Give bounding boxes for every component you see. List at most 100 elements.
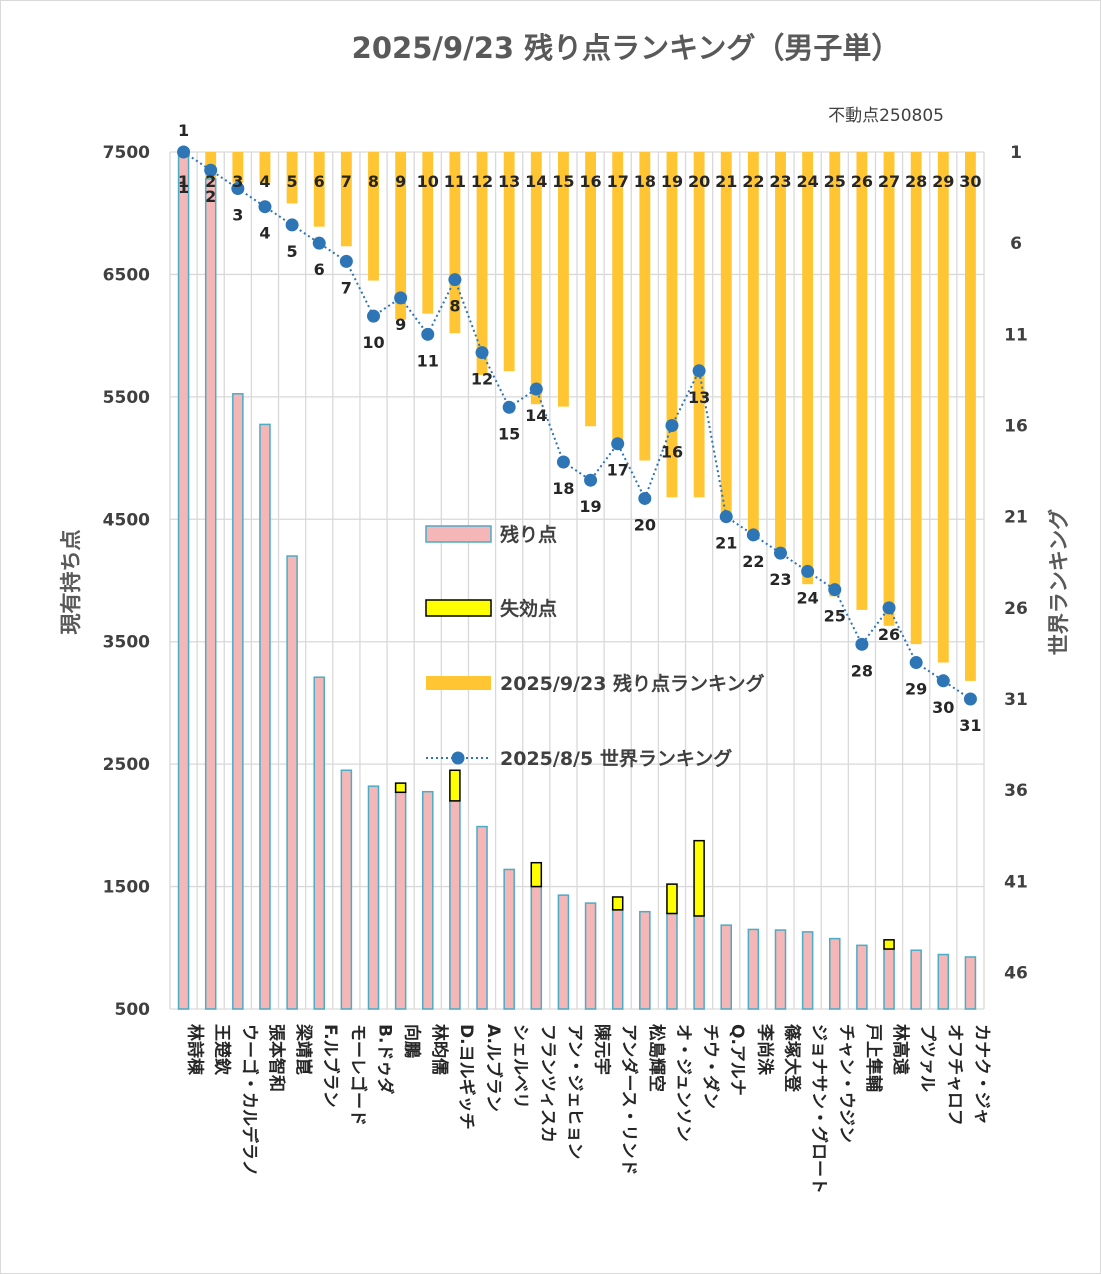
remaining-bar [910, 949, 922, 1010]
world-ranking-marker [638, 491, 652, 505]
world-ranking-marker [529, 382, 543, 396]
world-ranking-label: 26 [878, 625, 900, 644]
ranking-bar-label: 1 [178, 172, 189, 191]
world-ranking-label: 18 [552, 479, 574, 498]
ranking-bar [747, 152, 759, 538]
ranking-bar [666, 152, 678, 498]
world-ranking-marker [177, 145, 191, 159]
y2-tick-label: 31 [1004, 690, 1028, 710]
remaining-bar [557, 894, 570, 1010]
remaining-bar [340, 769, 353, 1010]
category-label: チャン・ウジン [836, 1024, 856, 1143]
y-tick-label: 6500 [103, 265, 150, 285]
world-ranking-marker [855, 637, 869, 651]
ranking-bar-label: 25 [824, 172, 846, 191]
y2-tick-label: 36 [1004, 781, 1028, 801]
y2-tick-label: 26 [1004, 599, 1028, 619]
ranking-bar [422, 152, 434, 314]
world-ranking-label: 7 [341, 278, 352, 297]
world-ranking-marker [746, 528, 760, 542]
world-ranking-marker [285, 218, 299, 232]
category-label: モーレゴード [347, 1024, 368, 1126]
y-tick-label: 4500 [103, 510, 150, 530]
remaining-bar [449, 800, 461, 1010]
remaining-bar [503, 868, 515, 1010]
y-tick-label: 3500 [103, 633, 150, 653]
ranking-bar-label: 12 [471, 172, 493, 191]
category-label: 林詩棟 [185, 1024, 206, 1076]
world-ranking-marker [231, 181, 245, 195]
world-ranking-label: 10 [362, 333, 384, 352]
category-label: 戸上隼輔 [863, 1024, 884, 1092]
world-ranking-marker [692, 364, 706, 378]
world-ranking-label: 28 [851, 661, 873, 680]
gridlines [169, 151, 985, 1010]
category-label: 松島輝空 [646, 1024, 667, 1092]
world-ranking-label: 29 [905, 680, 927, 699]
category-label: アン・ジェヒョン [564, 1024, 584, 1159]
legend-swatch-remaining [425, 525, 492, 543]
category-label: 王楚欽 [212, 1024, 233, 1076]
ranking-bar-label: 10 [417, 172, 439, 191]
ranking-bar-label: 20 [688, 172, 710, 191]
category-label: フランツィスカ [537, 1024, 557, 1143]
ranking-bar-label: 5 [287, 172, 298, 191]
world-ranking-label: 25 [824, 607, 846, 626]
category-label: B.ドゥダ [375, 1024, 396, 1094]
category-label: D.ヨルギッチ [456, 1024, 476, 1130]
category-label: シェルベリ [510, 1024, 530, 1109]
remaining-bar [476, 825, 488, 1010]
ranking-bar [503, 152, 515, 372]
world-ranking-label: 23 [769, 570, 791, 589]
category-label: チウ・ダン [700, 1024, 721, 1109]
category-label: 梁靖崑 [293, 1023, 314, 1075]
world-ranking-label: 3 [232, 205, 243, 224]
category-label: 林高遠 [890, 1024, 911, 1075]
world-ranking-marker [258, 200, 272, 214]
remaining-bar [367, 785, 380, 1010]
ranking-bar-label: 11 [444, 172, 466, 191]
category-label: 張本智和 [266, 1024, 287, 1092]
world-ranking-label: 8 [449, 297, 460, 316]
ranking-bar [449, 152, 461, 334]
remaining-bar [313, 676, 326, 1010]
ranking-bar [937, 152, 949, 663]
world-ranking-marker [801, 564, 815, 578]
ranking-bar-label: 21 [715, 172, 737, 191]
world-ranking-label: 30 [932, 698, 954, 717]
world-ranking-marker [475, 346, 489, 360]
world-ranking-label: 14 [525, 406, 547, 425]
ranking-bar [286, 152, 298, 204]
y-tick-label: 7500 [103, 143, 150, 163]
world-ranking-marker [421, 327, 435, 341]
y2-tick-label: 6 [1010, 234, 1022, 254]
ranking-bar [313, 152, 325, 227]
y2-tick-label: 41 [1004, 872, 1028, 892]
remaining-bar [204, 178, 217, 1010]
category-label: プツァル [917, 1024, 938, 1092]
ranking-bar [883, 152, 895, 626]
y2-tick-label: 1 [1010, 143, 1022, 163]
remaining-bars [177, 151, 977, 1010]
world-ranking-marker [828, 583, 842, 597]
y2-tick-label: 11 [1004, 325, 1028, 345]
y-axis-title: 現有持ち点 [59, 530, 83, 635]
ranking-bar-label: 13 [498, 172, 520, 191]
ranking-bar-label: 26 [851, 172, 873, 191]
ranking-bar-label: 2 [205, 172, 216, 191]
ranking-bar [530, 152, 542, 405]
ranking-bar [693, 152, 705, 498]
ranking-bar [585, 152, 596, 427]
remaining-bar [421, 790, 434, 1010]
remaining-bar [639, 910, 651, 1010]
world-ranking-marker [665, 419, 679, 433]
ranking-bar [259, 152, 271, 183]
ranking-bar-label: 29 [932, 172, 954, 191]
chart-title: 2025/9/23 残り点ランキング（男子単） [352, 31, 901, 65]
ranking-bar [965, 152, 976, 681]
remaining-bar [964, 956, 977, 1010]
y2-tick-label: 21 [1004, 508, 1028, 528]
world-ranking-marker [584, 473, 598, 487]
